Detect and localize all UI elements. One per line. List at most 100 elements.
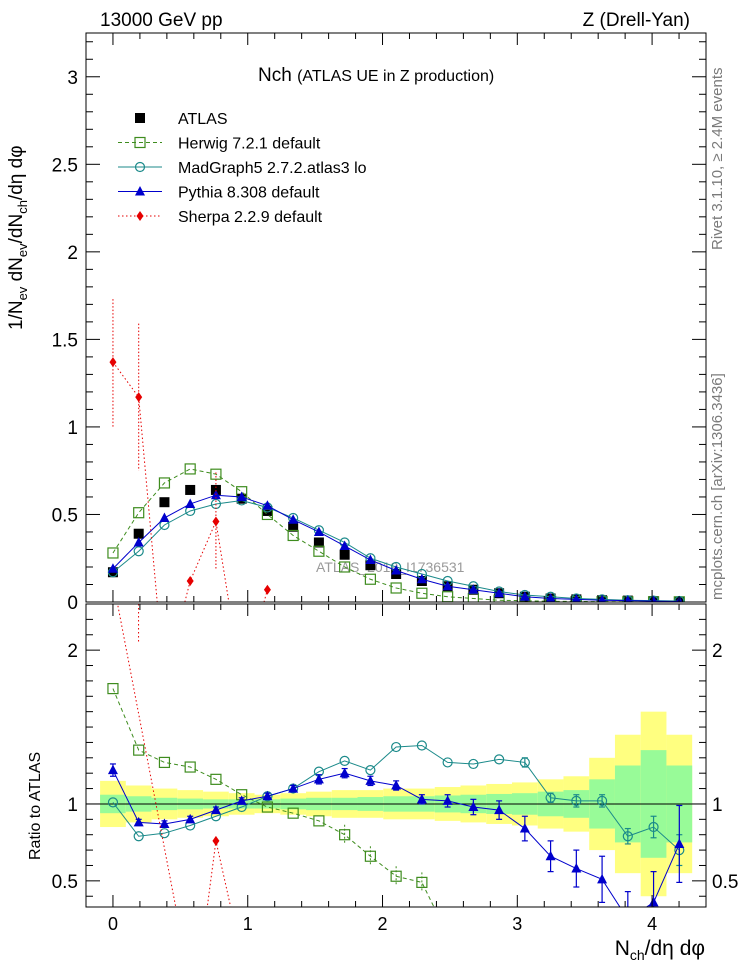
data-point [339, 829, 351, 841]
data-point [107, 682, 119, 695]
data-point [468, 801, 479, 812]
data-point [623, 914, 633, 924]
ratio-series-herwig [107, 682, 435, 907]
data-point [339, 540, 350, 550]
main-series [107, 299, 685, 602]
data-point [365, 765, 376, 776]
data-point [390, 870, 402, 882]
data-point [107, 797, 119, 808]
data-point [313, 773, 324, 784]
data-point [364, 850, 376, 862]
series-sherpa [109, 299, 271, 602]
data-point [262, 505, 273, 516]
data-point [133, 528, 144, 539]
data-point [391, 779, 402, 790]
legend-item: Pythia 8.308 default [118, 185, 320, 202]
main-frame [85, 32, 707, 603]
data-point [107, 764, 118, 775]
x-tick-label: 4 [647, 914, 657, 934]
data-point [624, 595, 632, 602]
data-point [416, 573, 427, 584]
x-tick-label: 2 [378, 914, 388, 934]
data-point [365, 560, 376, 571]
data-point [133, 507, 145, 519]
xlabel: Nch/dη dφ [615, 937, 705, 963]
legend-item: ATLAS [135, 111, 228, 128]
rivet-label: Rivet 3.1.10, ≥ 2.4M events [709, 68, 726, 251]
data-point [391, 564, 402, 575]
series-line [112, 361, 268, 602]
data-point [545, 592, 556, 602]
ratio-series-madgraph5 [107, 740, 685, 867]
ratio-y-tick-label: 2 [67, 641, 78, 662]
y-tick-label: 2 [67, 243, 78, 264]
data-point [184, 761, 196, 773]
data-point [390, 582, 402, 594]
ratio-y-tick-label-right: 0.5 [712, 872, 738, 893]
data-point [442, 795, 453, 805]
data-point [210, 804, 221, 815]
data-point [212, 516, 220, 527]
ratio-ylabel: Ratio to ATLAS [27, 752, 44, 860]
data-point [185, 498, 196, 508]
data-point [339, 549, 350, 560]
data-point [494, 804, 505, 815]
watermark: ATLAS_2019_I1736531 [316, 559, 465, 575]
data-point [571, 863, 582, 873]
data-point [133, 546, 144, 557]
y-tick-label: 3 [67, 68, 78, 89]
legend-marker [134, 136, 146, 149]
data-point [468, 584, 479, 594]
series-line [112, 468, 680, 602]
data-point [365, 775, 376, 785]
data-point [545, 792, 556, 803]
main-ylabel: 1/Nev dNev/dNch/dη dφ [6, 145, 30, 330]
data-point [287, 529, 299, 542]
legend-marker [135, 186, 145, 196]
legend-label: ATLAS [178, 111, 228, 128]
data-point [416, 793, 427, 804]
plot-title: Nch (ATLAS UE in Z production) [258, 65, 494, 86]
ratio-y-tick-label: 0.5 [52, 872, 78, 893]
data-point [159, 497, 170, 508]
header-left: 13000 GeV pp [100, 10, 223, 31]
data-point [288, 783, 299, 793]
data-point [288, 521, 299, 532]
series-line [117, 604, 177, 907]
series-line [112, 499, 680, 602]
data-point [263, 584, 271, 595]
x-tick-label: 0 [108, 914, 118, 934]
data-point [442, 757, 453, 768]
legend-label: Pythia 8.308 default [178, 185, 320, 202]
data-point [261, 801, 274, 813]
data-point [262, 500, 273, 510]
data-point [133, 831, 144, 842]
data-point [674, 838, 685, 848]
data-point [648, 896, 659, 907]
data-point [391, 741, 402, 753]
legend-label: MadGraph5 2.7.2.atlas3 lo [178, 160, 367, 177]
y-tick-label: 1.5 [52, 330, 78, 351]
data-point [159, 818, 170, 828]
data-point [185, 813, 196, 824]
legend: ATLAS Herwig 7.2.1 default MadGraph5 2.7.2… [118, 111, 367, 226]
data-point [597, 873, 608, 884]
legend-item: Herwig 7.2.1 default [118, 136, 321, 153]
data-point [133, 536, 144, 547]
data-point [159, 512, 170, 522]
ratio-plot-marks [86, 604, 706, 924]
data-point [287, 807, 299, 819]
data-point [236, 795, 247, 805]
legend-item: MadGraph5 2.7.2.atlas3 lo [118, 160, 367, 177]
data-point [133, 744, 145, 756]
ratio-series-pythia [107, 763, 685, 924]
legend-item: Sherpa 2.2.9 default [118, 209, 323, 226]
data-point [442, 580, 453, 591]
data-point [236, 491, 247, 501]
legend-label: Herwig 7.2.1 default [178, 136, 321, 153]
data-point [313, 545, 325, 557]
data-point [494, 587, 505, 598]
data-point [571, 795, 582, 806]
legend-marker [134, 161, 146, 173]
